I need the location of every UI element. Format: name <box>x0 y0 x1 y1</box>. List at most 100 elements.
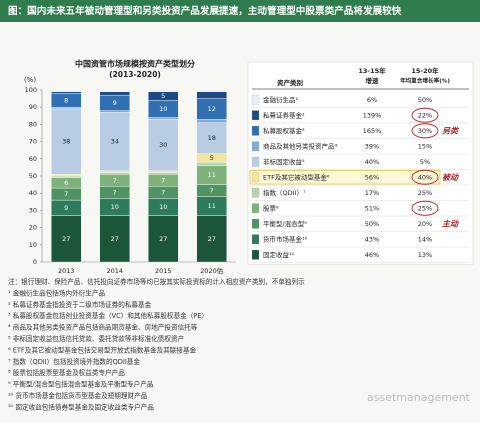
bar-segment <box>196 162 227 166</box>
note-line: ⁹ 平衡型/混合型包括混合型基金及平衡型专户产品 <box>8 380 154 389</box>
x-tick-label: 2014 <box>106 267 123 275</box>
header-band <box>0 0 480 22</box>
highlight-circle <box>411 123 439 139</box>
x-tick-label: 2013 <box>58 267 75 275</box>
segment-label: 7 <box>64 190 68 198</box>
legend-swatch <box>251 249 260 260</box>
legend-label: 指数（QDII）⁷ <box>263 188 306 197</box>
segment-label: 5 <box>161 92 165 100</box>
segment-label: 7 <box>210 187 214 195</box>
cagr-cell: 13% <box>418 251 432 259</box>
x-tick-label: 2020估 <box>200 266 224 275</box>
legend-label: 非标固定收益⁵ <box>263 157 305 166</box>
legend-swatch <box>251 110 260 121</box>
segment-label: 38 <box>62 138 70 146</box>
legend-swatch <box>251 125 260 136</box>
table-header: 资产类别 <box>277 78 304 87</box>
legend-label: ETF及其它被动型基金⁶ <box>263 172 330 181</box>
segment-label: 18 <box>208 134 216 142</box>
segment-label: 11 <box>208 171 216 179</box>
legend-label: 平衡型/混合型⁹ <box>263 219 307 228</box>
growth-cell: 39% <box>365 142 379 150</box>
cagr-cell: 40% <box>418 173 432 181</box>
note-line: 注：银行理财、保险产品、信托投向证券市场等均已按其实际投资标的计入相应资产类别，… <box>8 277 305 286</box>
growth-cell: 50% <box>365 220 379 228</box>
growth-cell: 165% <box>363 127 382 135</box>
bar-segment <box>196 122 227 154</box>
table-header: 13-15年 <box>358 66 386 75</box>
bar-segment <box>99 91 130 96</box>
growth-cell: 139% <box>363 111 382 119</box>
segment-label: 27 <box>208 235 216 243</box>
bar-segment <box>51 89 82 92</box>
legend-swatch <box>251 203 260 214</box>
y-tick-label: 90 <box>29 103 37 111</box>
legend-swatch <box>251 94 260 105</box>
segment-label: 10 <box>159 203 167 211</box>
segment-label: 12 <box>208 105 216 113</box>
table-frame <box>247 61 474 265</box>
y-tick-label: 10 <box>29 241 37 249</box>
highlight-circle <box>411 200 439 216</box>
y-tick-label: 40 <box>29 189 37 197</box>
segment-label: 27 <box>111 235 119 243</box>
cagr-cell: 5% <box>420 158 430 166</box>
legend-label: 股票⁸ <box>263 204 279 212</box>
y-tick-label: 80 <box>29 120 37 128</box>
bar-segment <box>99 170 130 173</box>
legend-swatch <box>251 234 260 245</box>
bar-segment <box>51 215 82 263</box>
bar-segment <box>51 108 82 175</box>
bar-segment <box>196 119 227 123</box>
bar-segment <box>148 172 179 175</box>
segment-label: 7 <box>113 176 117 184</box>
legend-label: 商品及其他另类投资产品⁴ <box>263 141 338 150</box>
segment-label: 8 <box>64 96 68 104</box>
cagr-cell: 22% <box>418 111 432 119</box>
bar-segment <box>99 89 130 92</box>
x-tick-label: 2015 <box>155 267 172 275</box>
note-line: ⁵ 非标固定收益包括信托贷款、委托贷款等非标准化债权资产 <box>8 334 185 343</box>
bar-segment <box>148 170 179 173</box>
highlight-circle <box>411 107 439 123</box>
note-line: ¹ 金融衍生品包括场内外衍生产品 <box>8 288 105 297</box>
bar-segment <box>51 174 82 177</box>
y-unit: (%) <box>24 76 36 84</box>
header-title: 图：国内未来五年被动管理型和另类投资产品发展提速，主动管理型中股票类产品将发展较… <box>8 5 402 17</box>
note-line: ⁶ ETF及其它被动型基金包括交易型开放式指数基金及其联接基金 <box>8 345 197 354</box>
note-line: ² 私募证券基金指投资于二级市场证券的私募基金 <box>8 300 152 309</box>
legend-label: 货币市场基金¹⁰ <box>263 234 308 243</box>
bar-segment <box>99 112 130 172</box>
bar-segment <box>148 117 179 120</box>
note-line: ⁷ 指数（QDII）包括投资境外指数的QDII基金 <box>8 357 140 366</box>
growth-cell: 43% <box>365 235 379 243</box>
table-header: 增速 <box>366 76 380 85</box>
cagr-cell: 20% <box>418 220 432 228</box>
annotation: 另类 <box>442 126 459 135</box>
table-header: 年均复合增长率(%) <box>400 77 450 85</box>
annotation: 被动 <box>442 173 459 182</box>
cagr-cell: 14% <box>418 235 432 243</box>
cagr-cell: 25% <box>418 189 432 197</box>
segment-label: 9 <box>113 99 117 107</box>
growth-cell: 17% <box>365 189 379 197</box>
segment-label: 10 <box>159 105 167 113</box>
note-line: ³ 私募股权基金包括创业投资基金（VC）和其他私募股权基金（PE） <box>8 311 208 320</box>
bar-segment <box>196 215 227 263</box>
legend-label: 固定收益¹¹ <box>263 250 295 259</box>
bar-segment <box>51 91 82 94</box>
chart-subtitle: (2013-2020) <box>109 70 161 79</box>
segment-label: 7 <box>113 188 117 196</box>
y-tick-label: 100 <box>25 86 37 94</box>
legend-swatch <box>251 172 260 183</box>
note-line: ¹¹ 固定收益包括债券型基金及固定收益类专户产品 <box>8 402 154 411</box>
watermark: assetmanagement <box>367 391 471 404</box>
bar-segment <box>51 106 82 110</box>
legend-label: 金融衍生品¹ <box>263 95 299 104</box>
segment-label: 27 <box>159 235 167 243</box>
note-line: ⁴ 商品及其他另类投资产品包括商品期货基金、房地产投资信托等 <box>8 323 198 332</box>
note-line: ⁸ 股票包括股票型基金及权益类专户产品 <box>8 368 125 377</box>
note-line: ¹⁰ 货币市场基金包括货币型基金及短期理财产品 <box>8 391 148 400</box>
bar-segment <box>51 175 82 178</box>
